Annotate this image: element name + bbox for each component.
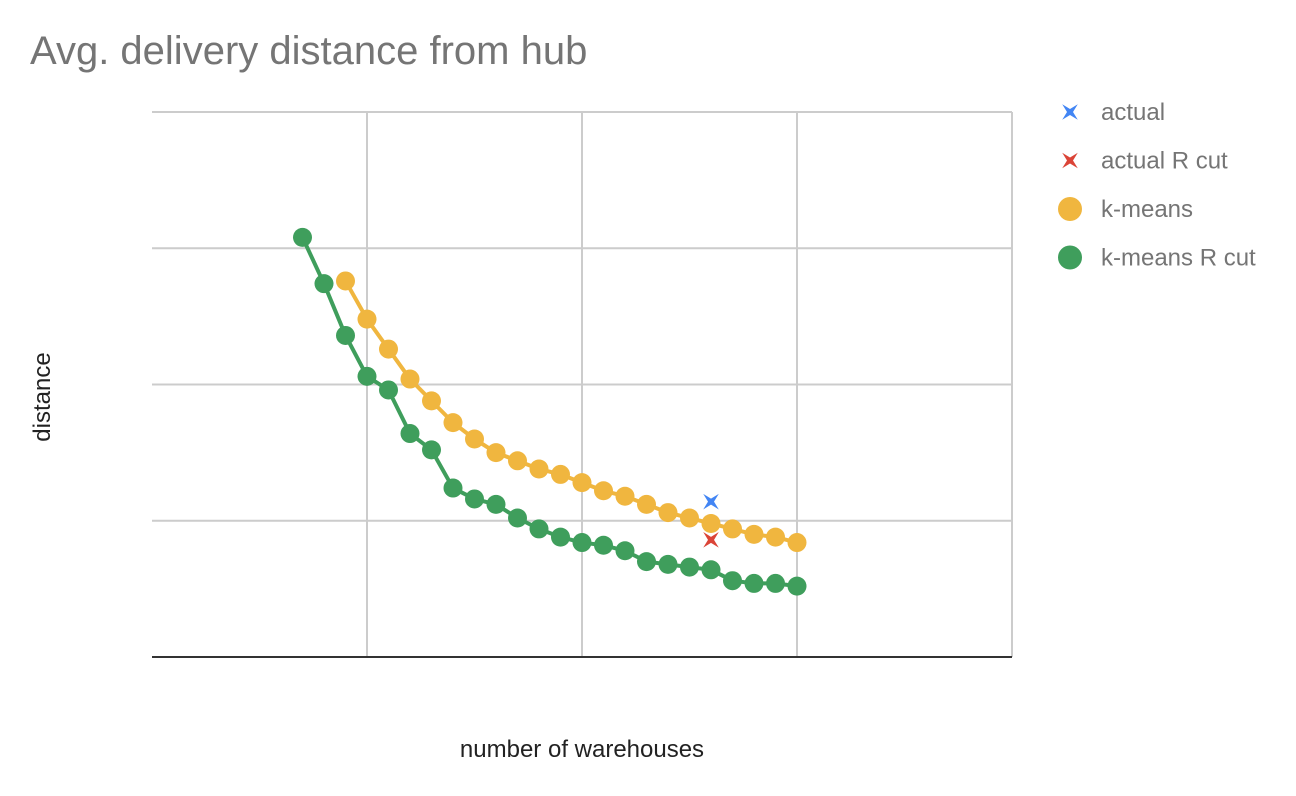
y-axis-label: distance <box>29 352 56 441</box>
data-point-k-means-r-cut <box>400 424 420 444</box>
data-point-actual-r-cut <box>703 532 719 548</box>
data-point-k-means <box>443 413 463 433</box>
data-point-k-means-r-cut <box>615 541 635 561</box>
data-point-k-means <box>787 533 807 553</box>
data-point-k-means <box>701 513 721 533</box>
data-point-k-means <box>529 459 549 479</box>
legend-marker-k-means-r-cut <box>1058 245 1082 270</box>
data-point-k-means-r-cut <box>314 274 334 294</box>
data-point-k-means-r-cut <box>594 535 613 555</box>
data-point-k-means <box>508 451 527 471</box>
data-point-k-means <box>658 503 678 523</box>
data-point-k-means-r-cut <box>637 552 656 572</box>
data-point-k-means <box>572 473 592 493</box>
data-point-k-means-r-cut <box>766 573 785 593</box>
legend-marker-actual <box>1062 104 1078 120</box>
legend-marker-actual-r-cut <box>1062 152 1078 169</box>
series-k-means-r-cut <box>293 227 807 596</box>
data-point-k-means-r-cut <box>508 508 527 528</box>
data-point-k-means <box>422 391 441 411</box>
legend-item-k-means-r-cut: k-means R cut <box>1058 245 1256 272</box>
legend-item-actual: actual <box>1062 99 1165 126</box>
data-point-k-means-r-cut <box>787 576 807 596</box>
data-point-k-means-r-cut <box>701 560 721 580</box>
data-point-k-means-r-cut <box>744 573 764 593</box>
data-point-k-means-r-cut <box>658 554 678 574</box>
data-point-k-means-r-cut <box>443 478 463 498</box>
data-point-k-means <box>400 369 420 389</box>
data-point-k-means-r-cut <box>379 380 398 400</box>
data-point-k-means-r-cut <box>422 440 441 460</box>
data-point-k-means-r-cut <box>680 557 699 577</box>
data-point-k-means-r-cut <box>529 519 549 539</box>
data-point-k-means-r-cut <box>336 325 355 345</box>
data-point-k-means <box>486 443 506 463</box>
legend-marker-k-means <box>1058 197 1082 221</box>
legend-label-actual-r-cut: actual R cut <box>1101 148 1228 175</box>
series-actual-r-cut <box>703 532 719 548</box>
legend-item-k-means: k-means <box>1058 196 1193 223</box>
data-point-k-means <box>723 519 742 539</box>
x-axis-label: number of warehouses <box>460 736 704 763</box>
data-point-k-means <box>336 271 355 291</box>
data-point-k-means <box>551 464 570 484</box>
legend-item-actual-r-cut: actual R cut <box>1062 148 1228 175</box>
data-point-k-means <box>637 494 656 514</box>
chart-title: Avg. delivery distance from hub <box>30 29 587 73</box>
data-point-k-means <box>465 429 484 449</box>
data-point-k-means <box>357 309 377 329</box>
gridlines <box>152 111 1013 658</box>
data-point-k-means-r-cut <box>465 489 484 509</box>
data-point-k-means <box>744 524 764 544</box>
legend: actual actual R cut k-means k-means R cut <box>1058 99 1256 272</box>
data-point-k-means <box>594 481 613 501</box>
legend-label-actual: actual <box>1101 99 1165 126</box>
data-point-k-means <box>766 527 785 547</box>
legend-label-k-means-r-cut: k-means R cut <box>1101 245 1256 272</box>
series-line-k-means-r-cut <box>300 236 798 589</box>
data-point-actual <box>703 493 719 510</box>
data-point-k-means-r-cut <box>572 533 592 553</box>
series-actual <box>703 493 719 510</box>
legend-label-k-means: k-means <box>1101 196 1193 223</box>
data-point-k-means-r-cut <box>723 571 742 591</box>
series-k-means <box>336 271 807 553</box>
series-line-k-means <box>343 279 798 545</box>
data-point-k-means <box>615 486 635 506</box>
data-point-k-means <box>379 339 398 359</box>
series-layer <box>293 227 807 596</box>
data-point-k-means-r-cut <box>357 366 377 386</box>
data-point-k-means-r-cut <box>551 527 570 547</box>
data-point-k-means <box>680 508 699 528</box>
data-point-k-means-r-cut <box>486 494 506 514</box>
data-point-k-means-r-cut <box>293 227 312 247</box>
